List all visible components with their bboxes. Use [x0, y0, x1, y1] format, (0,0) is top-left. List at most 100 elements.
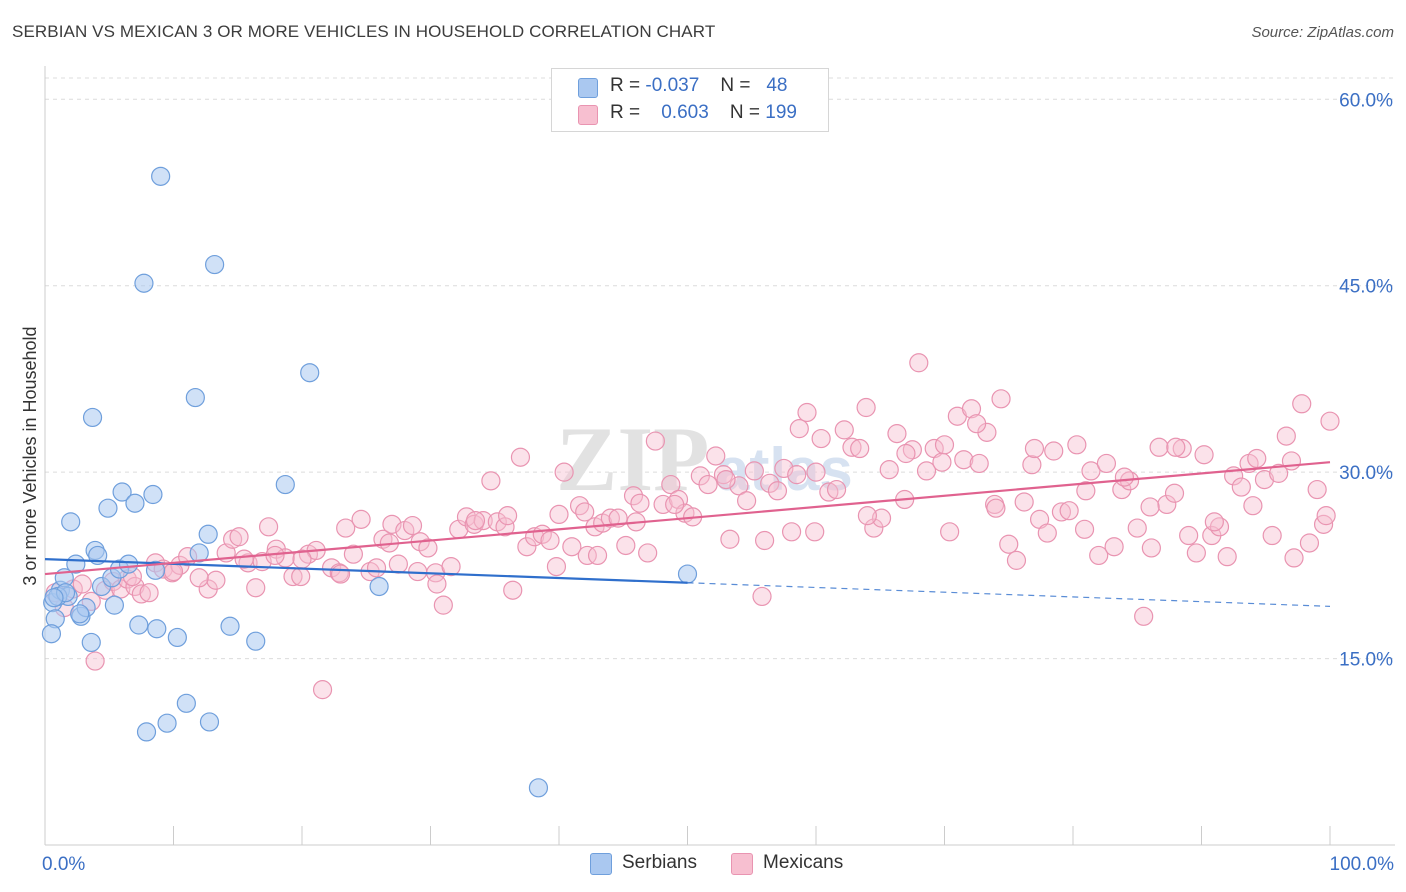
mexicans-trend-line	[44, 461, 1331, 576]
mexicans-point	[986, 498, 1006, 518]
y-tick-label-45: 45.0%	[1339, 277, 1393, 298]
mexicans-point	[587, 545, 608, 566]
mexicans-point	[575, 502, 595, 522]
mexicans-point	[999, 534, 1019, 554]
serbians-legend-label: Serbians	[622, 852, 697, 873]
mexicans-point	[1204, 512, 1224, 532]
mexicans-point	[1051, 502, 1072, 522]
mexicans-point	[1037, 523, 1057, 543]
mexicans-point	[600, 508, 621, 528]
mexicans-point	[1014, 492, 1034, 512]
mexicans-point	[630, 493, 650, 513]
mexicans-point	[871, 508, 892, 528]
mexicans-point	[1157, 494, 1177, 515]
mexicans-point	[954, 450, 974, 470]
serbians-point	[81, 632, 101, 653]
mexicans-point	[616, 535, 636, 556]
mexicans-point	[1254, 470, 1275, 490]
mexicans-point	[1164, 483, 1185, 503]
mexicans-point	[789, 419, 809, 439]
mexicans-point	[1194, 445, 1214, 465]
mexicans-point	[850, 438, 870, 459]
mexicans-point	[427, 574, 447, 594]
serbians-point	[198, 524, 218, 544]
mexicans-point	[465, 511, 486, 531]
mexicans-point	[343, 544, 363, 564]
mexicans-point	[330, 564, 351, 584]
mexicans-point	[473, 511, 493, 531]
mexicans-point	[716, 470, 736, 490]
mexicans-point	[1307, 479, 1327, 500]
mexicans-point	[645, 431, 665, 451]
mexicans-point	[1179, 525, 1199, 546]
mexicans-point	[495, 517, 515, 537]
mexicans-point	[1076, 481, 1096, 501]
serbians-trend-line	[44, 558, 688, 584]
mexicans-point	[246, 578, 266, 598]
serbians-point	[134, 273, 154, 293]
serbians-point	[41, 624, 62, 644]
mexicans-point	[1096, 453, 1117, 474]
mexicans-point	[856, 397, 876, 418]
mexicans-point	[1006, 550, 1027, 570]
mexicans-point	[706, 446, 726, 466]
serbians-point	[189, 543, 209, 563]
mexicans-point	[698, 474, 718, 495]
mexicans-point	[767, 481, 788, 501]
serbians-point	[176, 693, 196, 713]
mexicans-point	[665, 494, 685, 515]
mexicans-point	[754, 530, 775, 551]
mexicans-point	[229, 527, 249, 547]
mexicans-point	[549, 504, 569, 525]
mexicans-point	[811, 428, 831, 449]
serbians-point	[369, 576, 389, 597]
mexicans-point	[1262, 525, 1282, 546]
serbians-point	[157, 713, 177, 733]
serbians-n-label: N =	[720, 75, 751, 96]
serbians-swatch	[578, 78, 598, 98]
mexicans-point	[623, 486, 644, 506]
mexicans-point	[517, 537, 537, 557]
mexicans-point	[131, 584, 151, 604]
mexicans-point	[312, 680, 333, 700]
serbians-point	[246, 631, 266, 651]
serbians-point	[300, 363, 320, 383]
mexicans-point	[1149, 437, 1169, 457]
mexicans-point	[713, 465, 734, 485]
mexicans-point	[418, 538, 438, 558]
serbians-point	[220, 616, 240, 636]
y-tick-label-30: 30.0%	[1339, 463, 1393, 484]
mexicans-point	[1292, 394, 1312, 414]
serbians-r-label: R =	[610, 75, 641, 96]
mexicans-n-label: N =	[729, 102, 761, 123]
mexicans-point	[842, 437, 862, 457]
mexicans-point	[720, 529, 740, 549]
serbians-point	[44, 588, 64, 608]
mexicans-legend-swatch	[731, 853, 753, 875]
serbians-point	[185, 387, 205, 408]
mexicans-point	[481, 471, 501, 491]
mexicans-point	[1299, 533, 1320, 553]
mexicans-point	[1186, 543, 1206, 563]
mexicans-point	[1166, 437, 1186, 457]
serbians-point	[104, 595, 124, 615]
mexicans-point	[737, 491, 757, 511]
mexicans-point	[1044, 441, 1064, 461]
serbians-point	[199, 712, 220, 732]
mexicans-point	[638, 543, 658, 563]
watermark-zip: ZIP	[556, 408, 709, 510]
mexicans-point	[206, 570, 226, 590]
mexicans-point	[826, 479, 847, 500]
mexicans-point	[1276, 426, 1296, 446]
serbians-point	[677, 564, 698, 584]
mexicans-point	[569, 496, 590, 516]
mexicans-point	[1141, 538, 1161, 558]
serbians-points	[41, 166, 698, 798]
serbians-point	[275, 474, 295, 495]
serbians-point	[528, 778, 549, 798]
watermark: ZIP atlas	[556, 408, 853, 510]
mexicans-point	[934, 435, 955, 455]
mexicans-r-value: 0.603	[661, 102, 709, 123]
source-label: Source: ZipAtlas.com	[1251, 24, 1394, 41]
mexicans-point	[834, 420, 854, 440]
